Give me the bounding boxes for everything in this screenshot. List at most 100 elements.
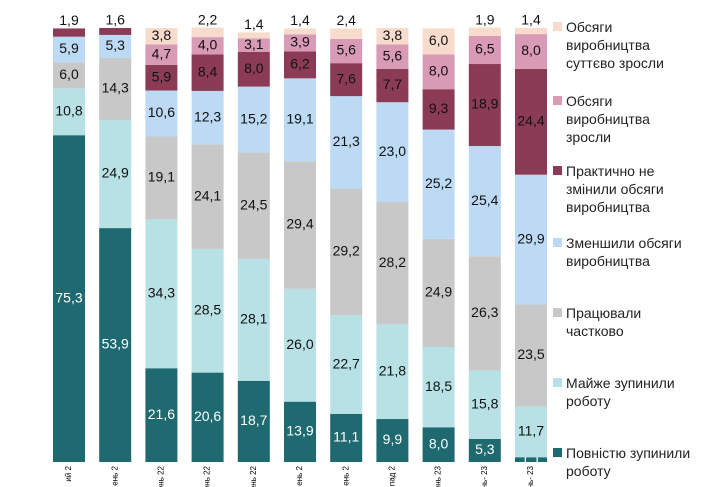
bar-segment <box>284 401 316 462</box>
bar-segment <box>284 288 316 402</box>
legend-label: Обсяги виробництва зросли <box>566 93 650 145</box>
bar-segment <box>330 28 363 39</box>
bar-segment <box>53 135 85 462</box>
data-label: 3,9 <box>290 34 310 50</box>
data-label: 7,7 <box>383 76 403 92</box>
x-tick-label: нь- 23 <box>526 465 535 487</box>
legend-label: Практично не змінили обсяги виробництва <box>566 163 664 215</box>
bar-segment <box>422 427 455 462</box>
bar-segment <box>145 136 178 220</box>
bar-segment <box>376 68 409 103</box>
bar-segment <box>237 38 270 52</box>
legend-label: Повністю зупинили роботу <box>566 445 691 479</box>
bar-segment <box>53 28 85 37</box>
bar-segment <box>99 57 132 121</box>
bar-segment <box>376 419 409 462</box>
data-label: 1,4 <box>244 16 264 32</box>
bar-segment <box>330 96 363 189</box>
data-label: 6,0 <box>429 32 449 48</box>
bar-segment <box>468 438 501 462</box>
bar-segment <box>468 64 501 147</box>
bar-segment <box>376 202 409 325</box>
bar-segment <box>422 346 455 428</box>
data-label: 9,9 <box>383 431 403 447</box>
data-label: 29,4 <box>286 216 313 232</box>
data-label: 6,5 <box>475 41 495 57</box>
x-tick-label: ень 2 <box>295 465 304 485</box>
data-label: 6,2 <box>290 56 310 72</box>
data-label: 2,2 <box>198 11 218 27</box>
data-label: 24,4 <box>517 112 544 128</box>
bar-segment <box>515 174 547 305</box>
data-label: 25,4 <box>471 192 498 208</box>
bar-segment <box>422 54 455 90</box>
bar-segment <box>422 89 455 130</box>
bar-segment <box>191 90 224 145</box>
data-label: 5,9 <box>152 68 172 84</box>
data-label: 18,7 <box>240 412 267 428</box>
data-label: 8,0 <box>244 60 264 76</box>
bar-segment <box>284 51 316 79</box>
bar-segment <box>145 44 178 65</box>
bar-segment <box>284 34 316 52</box>
bar-segment <box>515 406 547 458</box>
bar-segment <box>191 37 224 55</box>
data-label: 21,3 <box>333 133 360 149</box>
bar-segment <box>376 44 409 69</box>
legend-swatch <box>553 96 562 105</box>
bar-segment <box>145 90 178 137</box>
data-label: 34,3 <box>148 285 175 301</box>
data-label: 11,1 <box>333 429 359 445</box>
data-label: 4,0 <box>198 36 218 52</box>
data-label: 11,7 <box>518 423 544 439</box>
bar-segment <box>376 324 409 420</box>
data-label: 4,7 <box>152 45 172 61</box>
bar-segment <box>191 54 224 91</box>
bar-segment <box>99 28 132 35</box>
data-label: 7,6 <box>336 70 356 86</box>
data-label: 15,2 <box>240 110 267 126</box>
data-label: 10,8 <box>55 102 82 118</box>
legend-swatch <box>553 166 562 175</box>
data-label: 26,0 <box>286 336 313 352</box>
data-label: 22,7 <box>333 355 360 371</box>
x-tick-label: ень 2 <box>341 465 350 485</box>
legend-swatch <box>553 238 562 247</box>
bar-segment <box>468 256 501 371</box>
data-label: 8,0 <box>429 435 449 451</box>
legend-swatch <box>553 308 562 317</box>
data-label: 21,8 <box>379 362 406 378</box>
data-label: 5,6 <box>336 42 356 58</box>
bar-segment <box>468 146 501 257</box>
legend-item: Повністю зупинили роботу <box>553 444 713 480</box>
data-label: 13,9 <box>286 423 313 439</box>
bar-segment <box>515 28 547 35</box>
data-label: 5,9 <box>59 40 79 56</box>
chart: 75,3 10,8 6,0 5,9 1,9 ий 2 53,9 24,9 14,3 5,3 1,6 е… <box>53 11 547 487</box>
bar-segment <box>237 380 270 462</box>
data-label: 23,0 <box>379 143 406 159</box>
bar-segment <box>237 152 270 259</box>
data-label: 28,1 <box>240 311 267 327</box>
data-label: 3,8 <box>152 27 172 43</box>
bar-segment <box>284 78 316 162</box>
data-label: 9,3 <box>429 100 449 116</box>
bar-segment <box>237 258 270 381</box>
data-label: 8,0 <box>521 42 541 58</box>
bar-segment <box>515 68 547 175</box>
data-label: 8,4 <box>198 63 218 79</box>
bar-segment <box>53 62 85 89</box>
legend-item: Працювали частково <box>553 304 713 340</box>
x-tick-label: ий 2 <box>64 465 73 481</box>
bar-segment <box>145 64 178 91</box>
legend-label: Майже зупинили роботу <box>566 375 675 409</box>
data-label: 1,9 <box>475 11 495 27</box>
x-tick-label: ень 2 <box>110 465 119 485</box>
bar-segment <box>330 315 363 414</box>
data-label: 29,2 <box>333 243 360 259</box>
data-label: 29,9 <box>517 230 544 246</box>
data-label: 21,6 <box>148 406 175 422</box>
bar-segment <box>53 88 85 136</box>
data-label: 23,5 <box>517 346 544 362</box>
